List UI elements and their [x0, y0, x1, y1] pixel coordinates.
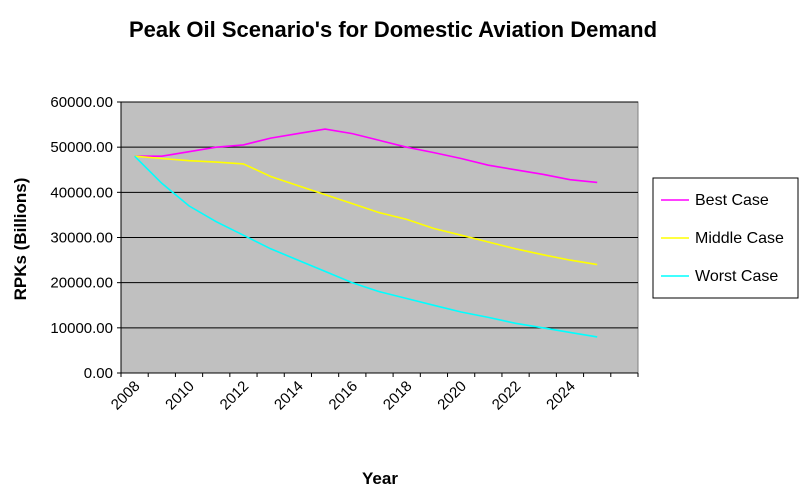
x-tick-label: 2018 — [380, 378, 416, 414]
legend-label: Middle Case — [695, 230, 784, 247]
x-tick-label: 2022 — [489, 378, 525, 414]
y-tick-label: 60000.00 — [50, 94, 113, 111]
y-tick-label: 0.00 — [84, 365, 113, 382]
y-tick-label: 10000.00 — [50, 320, 113, 337]
y-tick-label: 50000.00 — [50, 139, 113, 156]
x-axis-title: Year — [362, 469, 398, 488]
series-line-worst-case — [134, 155, 598, 338]
y-tick-label: 30000.00 — [50, 230, 113, 247]
legend-label: Best Case — [695, 192, 769, 209]
legend-item: Worst Case — [661, 268, 778, 285]
x-tick-label: 2024 — [543, 378, 579, 414]
series-line-middle-case — [134, 155, 598, 266]
chart-title: Peak Oil Scenario's for Domestic Aviatio… — [129, 17, 657, 42]
legend: Best Case Middle Case Worst Case — [652, 177, 799, 299]
x-tick-label: 2008 — [108, 378, 144, 414]
x-tick-label: 2020 — [434, 378, 470, 414]
x-tick-label: 2016 — [325, 378, 361, 414]
y-axis-title: RPKs (Billions) — [11, 178, 30, 301]
x-tick-label: 2014 — [271, 378, 307, 414]
legend-label: Worst Case — [695, 268, 778, 285]
y-tick-label: 20000.00 — [50, 275, 113, 292]
y-tick-label: 40000.00 — [50, 184, 113, 201]
x-tick-label: 2010 — [162, 378, 198, 414]
x-tick-label: 2012 — [217, 378, 253, 414]
legend-item: Best Case — [661, 192, 769, 209]
legend-item: Middle Case — [661, 230, 784, 247]
series-line-best-case — [134, 128, 598, 184]
